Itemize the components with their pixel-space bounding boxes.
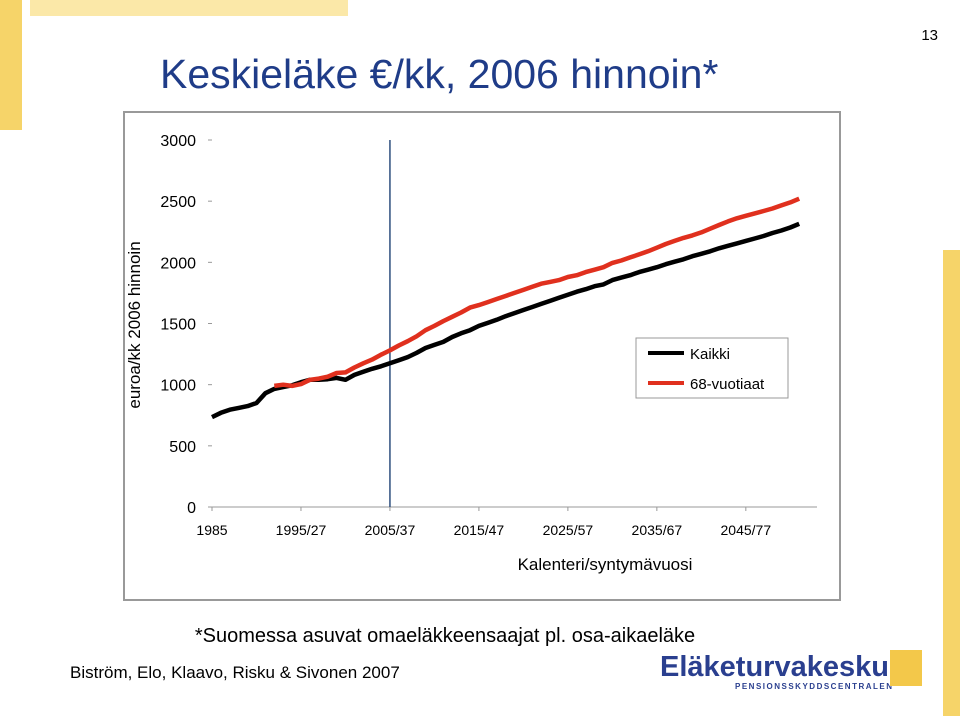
x-tick-label: 2035/67 — [632, 522, 683, 538]
footnote: *Suomessa asuvat omaeläkkeensaajat pl. o… — [195, 625, 695, 647]
series-line — [273, 196, 801, 389]
legend-label: 68-vuotiaat — [690, 376, 765, 393]
legend-box — [635, 337, 789, 399]
logo-subtitle: PENSIONSSKYDDSCENTRALEN — [735, 682, 894, 691]
x-tick-label: 2015/47 — [454, 522, 505, 538]
y-tick-label: 2000 — [160, 255, 196, 272]
x-tick-label: 2005/37 — [365, 522, 416, 538]
y-tick-label: 1000 — [160, 378, 196, 395]
logo-emblem — [890, 650, 922, 686]
page-number: 13 — [921, 27, 938, 44]
deco-bar — [943, 250, 960, 716]
logo-name: Eläketurvakeskus — [660, 651, 905, 683]
slide-title: Keskieläke €/kk, 2006 hinnoin* — [160, 51, 718, 97]
authors: Biström, Elo, Klaavo, Risku & Sivonen 20… — [70, 663, 400, 682]
deco-bar — [0, 0, 22, 130]
deco-bar — [30, 0, 348, 16]
x-tick-label: 1995/27 — [276, 522, 327, 538]
legend-label: Kaikki — [690, 346, 730, 363]
y-tick-label: 1500 — [160, 317, 196, 334]
y-tick-label: 0 — [187, 500, 196, 517]
y-tick-label: 3000 — [160, 133, 196, 150]
y-tick-label: 2500 — [160, 194, 196, 211]
x-tick-label: 2025/57 — [543, 522, 594, 538]
y-axis-label: euroa/kk 2006 hinnoin — [125, 241, 144, 408]
x-axis-label: Kalenteri/syntymävuosi — [518, 555, 693, 574]
x-tick-label: 2045/77 — [721, 522, 772, 538]
y-tick-label: 500 — [169, 439, 196, 456]
x-tick-label: 1985 — [196, 522, 227, 538]
